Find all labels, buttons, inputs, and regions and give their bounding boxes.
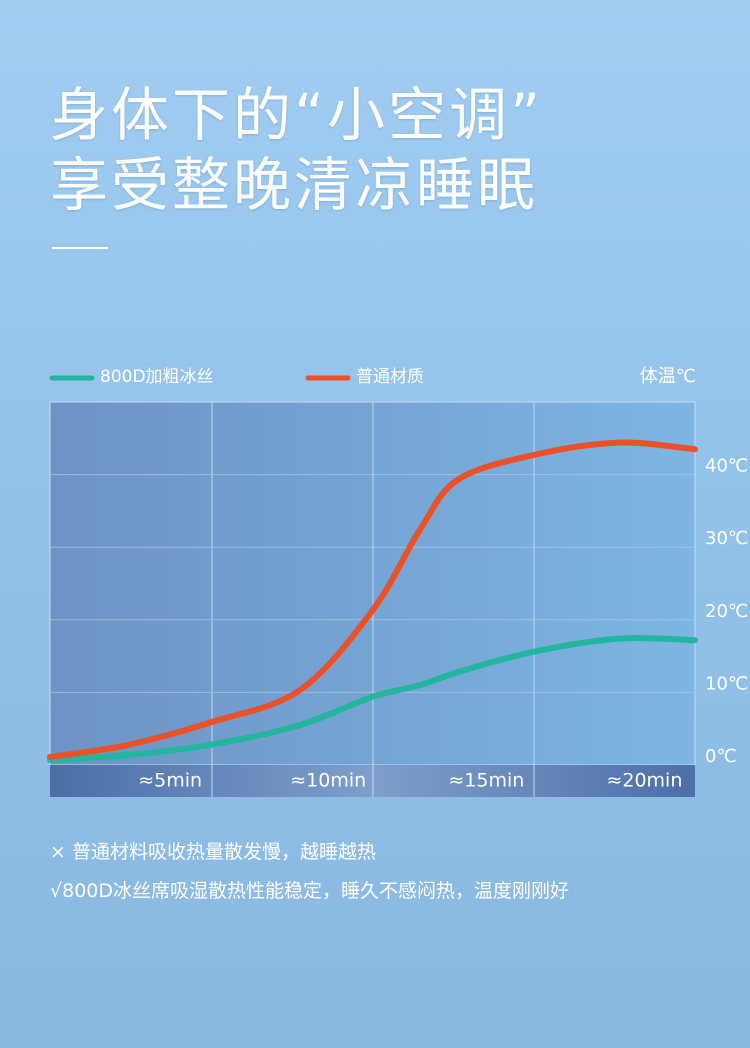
y-tick-label: 0℃: [705, 746, 737, 767]
y-tick-label: 40℃: [705, 456, 748, 477]
x-tick-label: ≈5min: [138, 770, 202, 792]
x-tick-label: ≈20min: [606, 770, 682, 792]
x-tick-label: ≈15min: [448, 770, 524, 792]
legend-label: 800D加粗冰丝: [100, 367, 214, 387]
legend-label: 普通材质: [356, 367, 424, 387]
headline: 身体下的“小空调”: [50, 81, 544, 149]
y-tick-label: 10℃: [705, 673, 748, 694]
note: √800D冰丝席吸湿散热性能稳定，睡久不感闷热，温度刚刚好: [50, 880, 570, 902]
headline: 享受整晚清凉睡眠: [50, 151, 539, 219]
y-tick-label: 20℃: [705, 601, 748, 622]
y-tick-label: 30℃: [705, 528, 748, 549]
series-line: [47, 635, 698, 763]
note: × 普通材料吸收热量散发慢，越睡越热: [50, 841, 376, 863]
series-line: [47, 439, 698, 761]
x-tick-label: ≈10min: [290, 770, 366, 792]
y-axis-title: 体温℃: [640, 366, 696, 387]
divider: [52, 247, 108, 249]
